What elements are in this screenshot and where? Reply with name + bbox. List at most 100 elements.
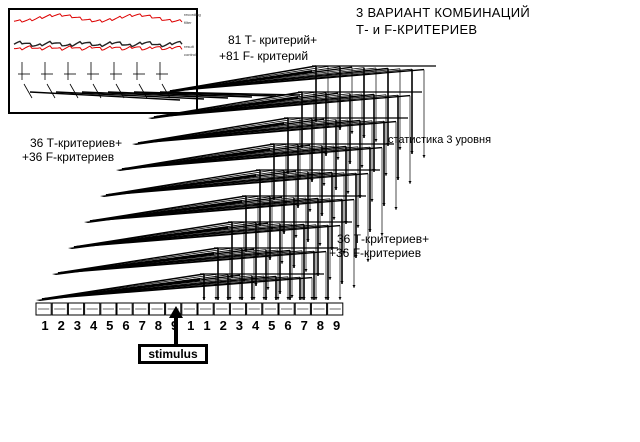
drop-arrow <box>244 249 248 252</box>
drop-arrow <box>326 123 330 126</box>
drop-arrow <box>214 297 218 300</box>
drop-arrow <box>242 279 246 282</box>
bundle-line <box>137 120 397 144</box>
drop-arrow <box>380 233 384 236</box>
drop-arrow <box>328 277 332 280</box>
drop-arrow <box>284 201 288 204</box>
title-line-1: 3 ВАРИАНТ КОМБИНАЦИЙ <box>356 5 530 20</box>
label-36-f-right: +36 F-критериев <box>329 246 422 260</box>
drop-arrow <box>316 273 320 276</box>
drop-arrow <box>318 243 322 246</box>
drop-arrow <box>338 297 342 300</box>
inset-connector <box>81 91 229 99</box>
drop-arrow <box>300 145 304 148</box>
drop-arrow <box>292 265 296 268</box>
label-36-f-left: +36 F-критериев <box>22 150 115 164</box>
drop-arrow <box>266 287 270 290</box>
drop-arrow <box>408 181 412 184</box>
drop-arrow <box>262 297 266 300</box>
electrode-number: 5 <box>106 318 114 333</box>
drop-arrow <box>270 227 274 230</box>
drop-arrow <box>272 197 276 200</box>
inset-connector <box>133 91 277 97</box>
inset-tag: control <box>184 52 197 57</box>
drop-arrow <box>256 253 260 256</box>
drop-arrow <box>338 127 342 130</box>
signal-trace-dark <box>13 40 183 48</box>
drop-arrow <box>306 239 310 242</box>
drop-arrow <box>280 261 284 264</box>
drop-arrow <box>368 229 372 232</box>
drop-arrow <box>312 297 316 300</box>
electrode-number: 7 <box>138 318 146 333</box>
label-36-t-right: 36 Т-критериев+ <box>337 232 430 246</box>
inset-tag: filter <box>184 20 192 25</box>
drop-arrow <box>258 223 262 226</box>
drop-arrow <box>282 231 286 234</box>
electrode-number: 9 <box>332 318 341 333</box>
label-81-f: +81 F- критерий <box>219 49 309 63</box>
drop-arrow <box>216 297 220 300</box>
drop-arrow <box>274 297 278 300</box>
drop-arrow <box>384 173 388 176</box>
drop-arrow <box>350 131 354 134</box>
drop-arrow <box>352 285 356 288</box>
inset-connector <box>107 91 253 98</box>
electrode-number: 1 <box>41 318 49 333</box>
drop-arrow <box>326 297 330 300</box>
drop-arrow <box>396 177 400 180</box>
signal-trace-red-lower <box>14 45 183 51</box>
electrode-number: 1 <box>187 318 195 333</box>
electrode-number: 5 <box>268 318 276 333</box>
drop-arrow <box>336 157 340 160</box>
inset-connector <box>29 91 181 101</box>
drop-arrow <box>370 199 374 202</box>
electrode-number: 2 <box>219 318 227 333</box>
drop-arrow <box>346 191 350 194</box>
drop-arrow <box>422 155 426 158</box>
bundle-line <box>57 250 327 274</box>
drop-arrow <box>298 175 302 178</box>
drop-arrow <box>348 161 352 164</box>
electrode-number: 3 <box>235 318 243 333</box>
stimulus-button[interactable]: stimulus <box>138 344 208 364</box>
drop-arrow <box>322 183 326 186</box>
drop-arrow <box>302 297 306 300</box>
drop-arrow <box>240 297 244 300</box>
drop-arrow <box>332 217 336 220</box>
drop-arrow <box>276 297 280 300</box>
drop-arrow <box>344 221 348 224</box>
signal-trace-red <box>13 13 183 23</box>
stats-label: статистика 3 уровня <box>388 134 492 146</box>
electrode-number: 4 <box>89 318 98 333</box>
drop-arrow <box>226 297 230 300</box>
drop-arrow <box>286 297 290 300</box>
drop-arrow <box>342 251 346 254</box>
inset-segment-mark <box>69 83 79 99</box>
drop-arrow <box>286 171 290 174</box>
drop-arrow <box>264 297 268 300</box>
drop-arrow <box>398 147 402 150</box>
drop-arrow <box>228 297 232 300</box>
bundle-line <box>121 146 383 170</box>
drop-arrow <box>374 139 378 142</box>
stimulus-arrow <box>169 306 183 344</box>
drop-arrow <box>254 283 258 286</box>
electrode-number: 6 <box>122 318 130 333</box>
drop-arrow <box>334 187 338 190</box>
electrode-number: 3 <box>73 318 81 333</box>
connection-network <box>29 65 436 301</box>
drop-arrow <box>310 179 314 182</box>
drop-arrow <box>294 235 298 238</box>
drop-arrow <box>290 295 294 298</box>
electrode-number: 6 <box>284 318 292 333</box>
drop-arrow <box>394 207 398 210</box>
drop-arrow <box>278 291 282 294</box>
inset-segment-marks <box>18 62 171 99</box>
inset-segment-mark <box>23 83 33 99</box>
drop-arrow <box>354 255 358 258</box>
drop-arrow <box>372 169 376 172</box>
drop-arrow <box>296 205 300 208</box>
drop-arrow <box>250 297 254 300</box>
